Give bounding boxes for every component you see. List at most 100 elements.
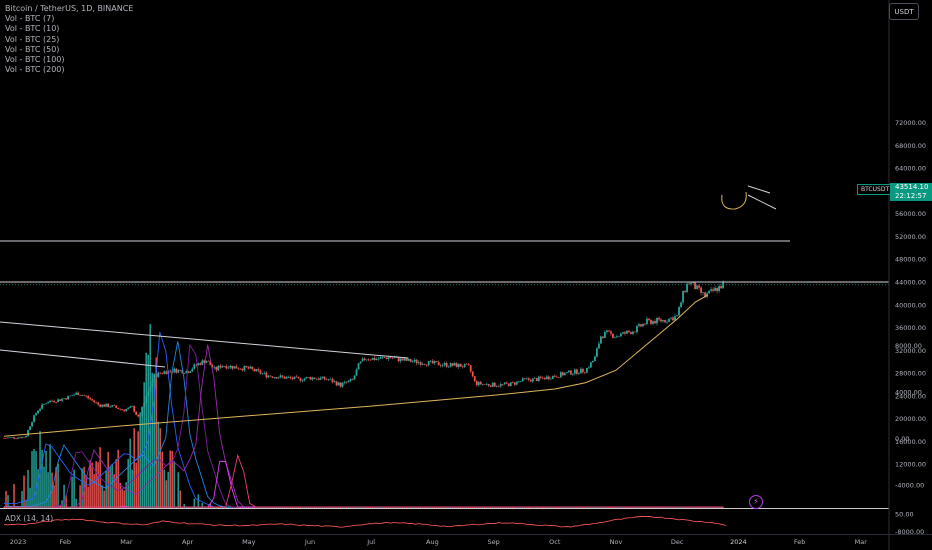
candle-body — [704, 292, 706, 297]
volume-bar — [457, 507, 460, 508]
candle-body — [399, 358, 402, 362]
candle-body — [445, 363, 448, 367]
volume-bar — [23, 475, 25, 508]
legend-vol-25[interactable]: Vol - BTC (25) — [5, 34, 60, 44]
lightning-icon[interactable]: ⚡ — [749, 495, 763, 509]
volume-bar — [403, 507, 406, 508]
volume-bar — [111, 463, 113, 508]
volume-bar — [493, 507, 496, 508]
volume-bar — [165, 480, 168, 508]
volume-bar — [704, 507, 706, 508]
candle-body — [692, 282, 694, 284]
candle-body — [361, 358, 364, 362]
volume-bar — [151, 372, 154, 508]
candle-body — [237, 368, 240, 369]
candle-body — [391, 357, 394, 359]
volume-bar — [377, 507, 380, 508]
candle-body — [309, 377, 312, 380]
candle-body — [195, 364, 198, 366]
legend-vol-100[interactable]: Vol - BTC (100) — [5, 55, 65, 65]
candle-body — [21, 436, 23, 439]
volume-bar — [624, 507, 626, 508]
candle-body — [467, 364, 470, 366]
candle-body — [604, 331, 606, 338]
candle-body — [622, 332, 624, 334]
volume-bar — [393, 507, 396, 508]
candle-body — [307, 377, 310, 378]
volume-bar — [63, 484, 65, 508]
volume-bar — [341, 507, 344, 508]
volume-bar — [129, 438, 131, 508]
candle-body — [708, 290, 710, 294]
volume-bar — [654, 507, 656, 508]
legend-vol-50[interactable]: Vol - BTC (50) — [5, 44, 60, 54]
volume-bar — [263, 507, 266, 508]
volume-bar — [586, 507, 588, 508]
candle-body — [93, 400, 96, 403]
volume-bar — [548, 507, 550, 508]
candle-body — [612, 333, 614, 338]
candle-body — [299, 377, 302, 381]
candle-body — [305, 377, 308, 379]
candle-body — [672, 317, 674, 321]
time-tick-label: May — [242, 538, 256, 546]
volume-bar — [201, 503, 204, 508]
volume-bar — [41, 449, 43, 508]
candle-body — [387, 357, 390, 360]
volume-bar — [712, 507, 714, 508]
time-tick-label: 2023 — [10, 538, 27, 546]
volume-bar — [700, 507, 702, 508]
candle-body — [598, 343, 600, 349]
candle-body — [95, 402, 98, 403]
candle-body — [87, 396, 90, 399]
currency-button[interactable]: USDT — [889, 3, 919, 20]
candle-body — [656, 317, 658, 324]
candle-body — [261, 373, 264, 374]
volume-bar — [598, 507, 600, 508]
candle-body — [189, 371, 192, 373]
volume-bar — [227, 507, 230, 508]
legend-vol-200[interactable]: Vol - BTC (200) — [5, 65, 65, 75]
adx-indicator-label[interactable]: ADX (14, 14) — [5, 514, 54, 523]
volume-bar — [289, 507, 292, 508]
volume-bar — [281, 507, 284, 508]
candle-body — [409, 358, 412, 362]
volume-bar — [387, 507, 390, 508]
candle-body — [111, 405, 114, 407]
volume-bar — [35, 451, 37, 508]
candle-body — [447, 366, 450, 368]
candle-body — [239, 368, 242, 370]
candle-body — [5, 438, 7, 439]
candle-body — [419, 362, 422, 365]
volume-bar — [686, 507, 688, 508]
candle-body — [233, 366, 236, 369]
volume-bar — [614, 507, 616, 508]
volume-bar — [684, 507, 686, 508]
volume-bar — [213, 507, 216, 508]
volume-bar — [77, 507, 79, 508]
candle-body — [85, 395, 88, 397]
candle-body — [688, 283, 690, 285]
volume-bar — [636, 507, 638, 508]
candle-body — [57, 399, 59, 403]
volume-bar — [287, 507, 290, 508]
candle-body — [628, 330, 630, 333]
candle-body — [269, 375, 272, 377]
candle-body — [449, 363, 452, 367]
candle-body — [271, 376, 274, 378]
candle-body — [513, 382, 516, 385]
candle-body — [636, 326, 638, 333]
candle-body — [561, 372, 564, 376]
volume-bar — [315, 507, 318, 508]
volume-bar — [582, 507, 584, 508]
volume-bar — [359, 507, 362, 508]
legend-vol-7[interactable]: Vol - BTC (7) — [5, 14, 55, 24]
volume-bar — [554, 507, 556, 508]
volume-bar — [241, 507, 244, 508]
legend-vol-10[interactable]: Vol - BTC (10) — [5, 24, 60, 34]
candle-body — [231, 365, 234, 369]
volume-bar — [297, 507, 300, 508]
candle-body — [575, 369, 578, 374]
